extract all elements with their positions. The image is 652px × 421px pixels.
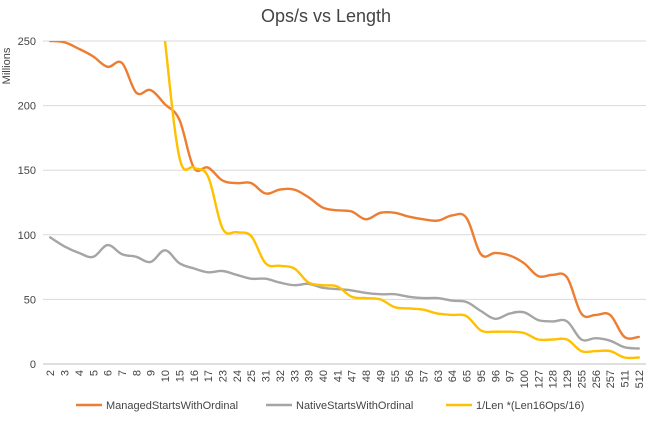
x-tick-label: 55	[390, 370, 402, 382]
x-tick-label: 32	[275, 370, 287, 382]
series-line-2	[49, 236, 640, 350]
x-tick-label: 17	[203, 370, 215, 382]
x-tick-label: 3	[60, 370, 72, 376]
chart-title: Ops/s vs Length	[261, 6, 391, 26]
legend-label: 1/Len *(Len16Ops/16)	[476, 400, 584, 412]
x-tick-label: 4	[74, 370, 86, 376]
x-tick-label: 97	[505, 370, 517, 382]
x-tick-label: 8	[131, 370, 143, 376]
series-line-1	[49, 41, 640, 340]
x-tick-label: 31	[261, 370, 273, 382]
series-lines	[49, 41, 640, 360]
x-tick-label: 511	[619, 370, 631, 388]
x-tick-label: 127	[533, 370, 545, 388]
y-tick-label: 0	[30, 359, 36, 371]
x-tick-label: 48	[361, 370, 373, 382]
y-tick-label: 200	[18, 101, 36, 113]
legend: ManagedStartsWithOrdinal NativeStartsWith…	[76, 400, 584, 412]
x-tick-label: 15	[174, 370, 186, 382]
x-tick-label: 40	[318, 370, 330, 382]
x-tick-label: 33	[289, 370, 301, 382]
y-tick-label: 150	[18, 165, 36, 177]
x-tick-label: 64	[447, 370, 459, 382]
x-tick-label: 256	[591, 370, 603, 388]
x-axis-ticks: 2 3 4 5 6 7 8 9 10 15 16 17 23 24 25 31 32 33 39 40 41 47 48 49…	[45, 370, 646, 388]
x-tick-label: 57	[418, 370, 430, 382]
x-tick-label: 6	[103, 370, 115, 376]
x-tick-label: 128	[548, 370, 560, 388]
x-tick-label: 10	[160, 370, 172, 382]
x-tick-label: 24	[232, 370, 244, 382]
x-tick-label: 9	[146, 370, 158, 376]
legend-label: ManagedStartsWithOrdinal	[106, 400, 238, 412]
legend-label: NativeStartsWithOrdinal	[296, 400, 413, 412]
x-tick-label: 25	[246, 370, 258, 382]
x-tick-label: 255	[576, 370, 588, 388]
x-tick-label: 129	[562, 370, 574, 388]
x-tick-label: 63	[433, 370, 445, 382]
y-tick-label: 250	[18, 36, 36, 48]
y-tick-label: 50	[24, 294, 36, 306]
x-tick-label: 7	[117, 370, 129, 376]
x-tick-label: 16	[189, 370, 201, 382]
y-axis-ticks: 0 50 100 150 200 250	[18, 36, 36, 371]
x-tick-label: 41	[332, 370, 344, 382]
x-tick-label: 5	[88, 370, 100, 376]
x-tick-label: 257	[605, 370, 617, 388]
y-axis-label: Millions	[1, 47, 13, 84]
x-tick-label: 23	[217, 370, 229, 382]
series-line-3	[163, 41, 640, 360]
y-tick-label: 100	[18, 230, 36, 242]
x-tick-label: 96	[490, 370, 502, 382]
x-tick-label: 56	[404, 370, 416, 382]
gridlines	[43, 40, 646, 365]
x-tick-label: 49	[375, 370, 387, 382]
x-tick-label: 100	[519, 370, 531, 388]
x-tick-label: 39	[304, 370, 316, 382]
x-tick-label: 512	[634, 370, 646, 388]
x-tick-label: 47	[347, 370, 359, 382]
x-tick-label: 65	[462, 370, 474, 382]
x-tick-label: 95	[476, 370, 488, 382]
x-tick-label: 2	[45, 370, 57, 376]
